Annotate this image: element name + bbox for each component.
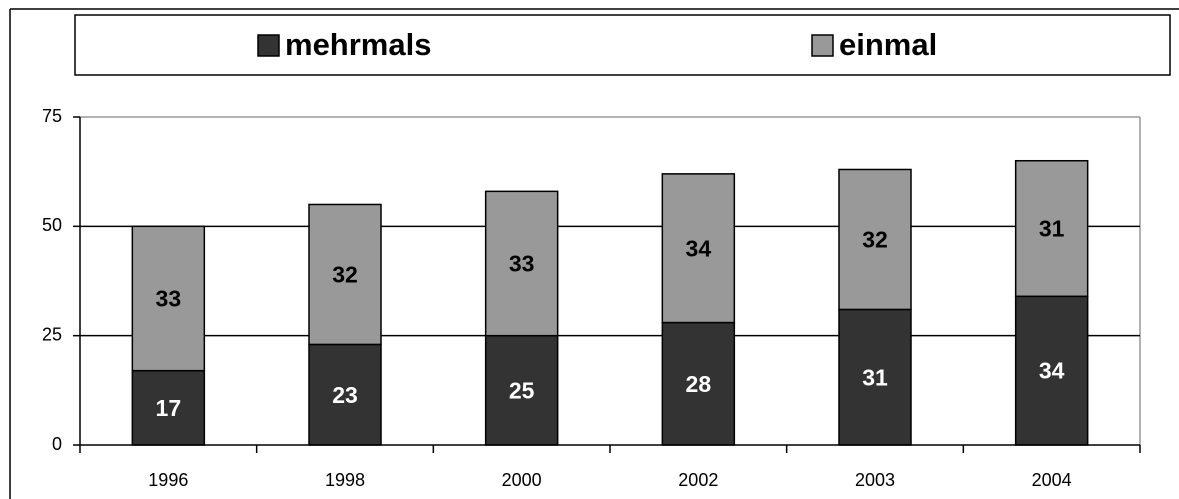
bar-segment — [661, 321, 736, 446]
y-tick-label: 0 — [52, 434, 62, 454]
x-tick-label: 1998 — [325, 470, 365, 490]
data-label: 17 — [156, 395, 182, 421]
data-label: 33 — [156, 286, 182, 312]
legend-label: einmal — [839, 27, 937, 62]
bar-segment — [131, 225, 206, 372]
data-label: 25 — [509, 377, 535, 403]
data-label: 34 — [1039, 358, 1065, 384]
y-tick-label: 25 — [42, 324, 62, 344]
data-label: 31 — [862, 364, 888, 390]
data-label: 33 — [509, 251, 535, 277]
x-tick-label: 2004 — [1032, 470, 1072, 490]
data-label: 23 — [332, 382, 358, 408]
data-label: 31 — [1039, 216, 1065, 242]
bar-segment — [838, 168, 912, 311]
data-label: 32 — [332, 262, 358, 288]
bar-segment — [838, 308, 912, 446]
legend-box — [74, 14, 1171, 76]
legend-swatch — [257, 34, 280, 57]
x-tick-label: 1996 — [148, 470, 188, 490]
x-tick-label: 2000 — [502, 470, 542, 490]
bar-segment — [484, 190, 559, 337]
data-label: 34 — [686, 235, 712, 261]
bar-segment — [1014, 295, 1089, 446]
legend-swatch — [811, 34, 834, 57]
bar-segment — [484, 334, 559, 446]
data-label: 32 — [862, 227, 888, 253]
bar-segment — [1014, 159, 1089, 298]
x-tick-label: 2002 — [678, 470, 718, 490]
y-tick-label: 50 — [42, 215, 62, 235]
y-tick-label: 75 — [42, 106, 62, 126]
data-label: 28 — [686, 371, 712, 397]
bar-segment — [308, 203, 382, 346]
bar-segment — [661, 173, 736, 324]
legend-label: mehrmals — [285, 27, 431, 62]
x-tick-label: 2003 — [855, 470, 895, 490]
